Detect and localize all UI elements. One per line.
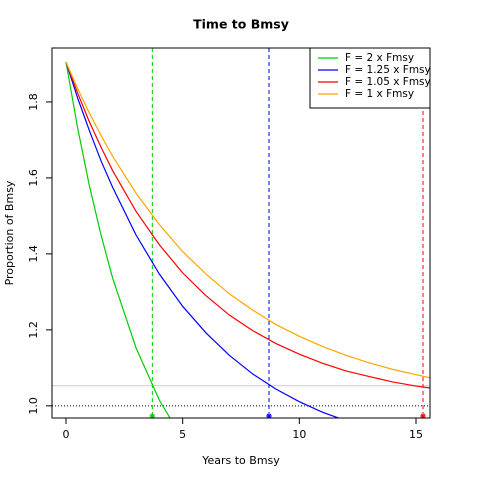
legend-label: F = 2 x Fmsy bbox=[345, 52, 414, 64]
y-tick-label: 1.0 bbox=[27, 397, 40, 415]
plot-frame bbox=[51, 47, 431, 419]
asterisk-marker bbox=[149, 413, 156, 418]
asterisk-marker bbox=[266, 413, 272, 418]
y-axis-label: Proportion of Bmsy bbox=[3, 180, 16, 285]
asterisk-marker bbox=[420, 413, 426, 418]
x-tick-label: 0 bbox=[63, 428, 70, 441]
chart-title: Time to Bmsy bbox=[193, 17, 289, 32]
series-line bbox=[65, 61, 430, 379]
legend-label: F = 1.25 x Fmsy bbox=[345, 64, 431, 76]
x-tick-label: 5 bbox=[179, 428, 186, 441]
y-tick-label: 1.6 bbox=[27, 169, 40, 187]
legend-label: F = 1.05 x Fmsy bbox=[345, 76, 431, 88]
series-line bbox=[65, 61, 171, 418]
y-tick-label: 1.8 bbox=[27, 93, 40, 111]
legend-label: F = 1 x Fmsy bbox=[345, 88, 414, 100]
legend-frame bbox=[309, 47, 431, 109]
y-tick-label: 1.4 bbox=[27, 245, 40, 263]
x-tick-label: 15 bbox=[409, 428, 423, 441]
x-tick-label: 10 bbox=[292, 428, 306, 441]
plot-area bbox=[52, 48, 430, 418]
y-tick-label: 1.2 bbox=[27, 321, 40, 339]
series-line bbox=[65, 61, 341, 418]
x-axis-label: Years to Bmsy bbox=[201, 454, 280, 467]
series-line bbox=[65, 61, 430, 389]
